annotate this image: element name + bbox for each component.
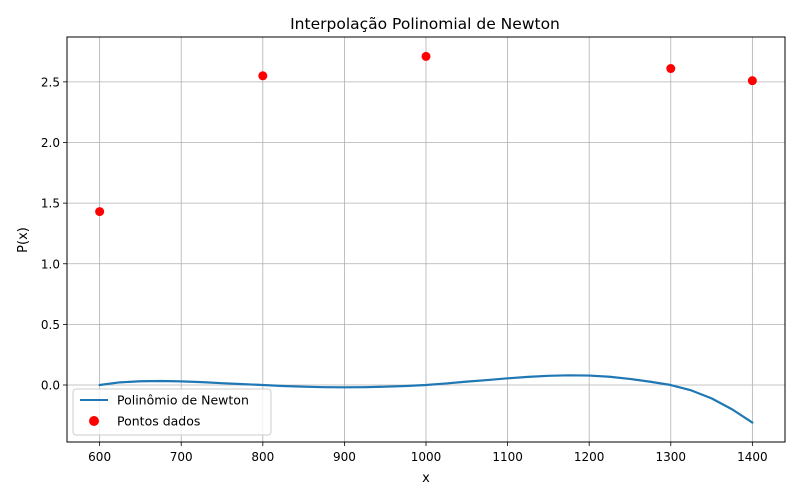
x-tick-label: 800 [251,450,274,464]
y-tick-label: 0.0 [41,379,60,393]
polynomial-line [98,374,754,424]
legend-frame [72,388,272,436]
y-axis-label: P(x) [16,227,31,253]
plot-series [95,51,757,424]
y-axis: 0.0 0.5 1.0 1.5 2.0 2.5 [41,75,67,393]
x-tick-label: 1400 [737,450,768,464]
data-point [421,51,431,61]
x-tick-label: 900 [333,450,356,464]
data-point [95,207,105,217]
x-axis: 600 700 800 900 1000 1100 1200 1300 1400 [88,442,768,464]
legend-scatter-label: Pontos dados [117,414,200,429]
data-point [666,64,676,74]
legend-line-label: Polinômio de Newton [117,393,249,408]
x-tick-label: 600 [88,450,111,464]
y-tick-label: 2.5 [41,75,60,89]
x-tick-label: 1300 [655,450,686,464]
x-axis-label: x [422,471,430,486]
y-tick-label: 0.5 [41,318,60,332]
legend-scatter-swatch [89,416,99,426]
y-tick-label: 1.0 [41,257,60,271]
x-tick-label: 1000 [411,450,442,464]
data-point [258,71,268,81]
y-tick-label: 1.5 [41,197,60,211]
y-tick-label: 2.0 [41,136,60,150]
legend: Polinômio de Newton Pontos dados [72,388,272,436]
data-point [747,76,757,86]
x-tick-label: 1100 [492,450,523,464]
x-tick-label: 1200 [574,450,605,464]
x-tick-label: 700 [170,450,193,464]
chart-title: Interpolação Polinomial de Newton [290,15,560,33]
